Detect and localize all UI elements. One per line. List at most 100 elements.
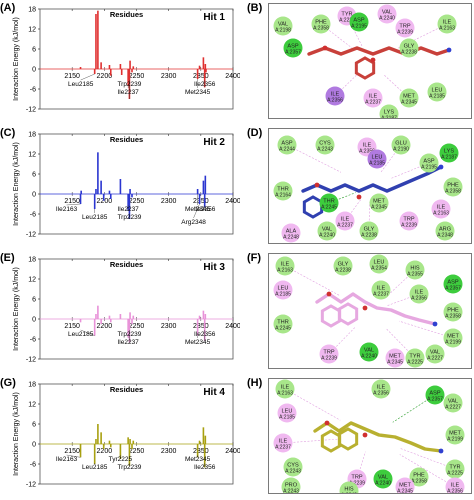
chart-title: Residues bbox=[110, 10, 143, 19]
hit-label: Hit 4 bbox=[203, 387, 225, 398]
residue-name: PHE bbox=[447, 183, 459, 189]
x-tick-label: 2300 bbox=[161, 448, 177, 455]
residue-name: MET bbox=[389, 354, 401, 360]
energy-bar bbox=[203, 319, 206, 341]
residue-id: A:2239 bbox=[349, 481, 365, 487]
energy-bar bbox=[119, 179, 122, 194]
residue-circle bbox=[273, 280, 293, 300]
x-tick-label: 2350 bbox=[193, 73, 209, 80]
residue-annotation: Met2345 bbox=[185, 339, 211, 346]
ligand-atom bbox=[356, 194, 362, 200]
residue-name: TYR bbox=[449, 465, 460, 471]
residue-id: A:2227 bbox=[427, 356, 443, 362]
residue-annotation: Ile2356 bbox=[194, 464, 216, 471]
y-tick-label: -6 bbox=[30, 462, 36, 469]
residue-id: A:2345 bbox=[401, 100, 417, 106]
residue-circle bbox=[443, 328, 463, 348]
panel-label: (E) bbox=[0, 252, 15, 264]
residue-id: A:2354 bbox=[371, 266, 387, 272]
residue-name: ILE bbox=[415, 290, 424, 296]
ligand-bonds bbox=[301, 165, 443, 193]
residue-name: GLY bbox=[338, 262, 349, 268]
energy-bar bbox=[93, 69, 96, 74]
energy-bar bbox=[108, 315, 111, 319]
energy-bar bbox=[79, 194, 82, 204]
residue-annotation: Ile2237 bbox=[117, 89, 139, 96]
ligand-ring bbox=[337, 427, 359, 451]
residue-annotation: Trp2239 bbox=[117, 464, 141, 471]
panel-label: (A) bbox=[0, 2, 16, 14]
energy-chart-hit4: 18 12 6 0 -6 -12 2150 2200 2250 2300 2350 2400 Resid… bbox=[13, 382, 240, 489]
residue-id: A:2199 bbox=[445, 340, 461, 346]
energy-bar bbox=[93, 319, 96, 336]
energy-bar bbox=[79, 444, 82, 458]
residue-id: A:2245 bbox=[321, 205, 337, 211]
energy-bar bbox=[109, 69, 112, 76]
residue-name: ILE bbox=[279, 439, 288, 445]
energy-bar bbox=[128, 194, 131, 219]
residue-name: ASP bbox=[353, 18, 364, 24]
energy-bar bbox=[97, 424, 99, 444]
energy-bar bbox=[198, 315, 201, 319]
energy-bar bbox=[100, 180, 102, 194]
residue-name: ASP bbox=[281, 141, 292, 147]
residue-name: ILE bbox=[281, 385, 290, 391]
energy-bar bbox=[204, 314, 207, 319]
residue-id: A:2356 bbox=[327, 98, 343, 104]
ligand-atom bbox=[446, 47, 452, 53]
interaction-line bbox=[286, 144, 342, 173]
residue-name: PHE bbox=[315, 20, 327, 26]
interaction-line bbox=[399, 454, 456, 488]
ligand-atom bbox=[326, 291, 332, 297]
interaction-line bbox=[282, 438, 340, 444]
residue-circle bbox=[373, 469, 393, 489]
x-tick-label: 2350 bbox=[193, 198, 209, 205]
residue-circle bbox=[273, 16, 293, 36]
panel-label: (B) bbox=[247, 2, 263, 14]
energy-bar bbox=[202, 310, 205, 319]
residue-id: A:2190 bbox=[393, 147, 409, 153]
x-tick-label: 2400 bbox=[225, 323, 240, 330]
energy-bar bbox=[129, 60, 131, 69]
residue-id: A:2356 bbox=[373, 391, 389, 397]
energy-bar bbox=[196, 69, 199, 79]
hit-label: Hit 2 bbox=[203, 137, 225, 148]
residue-circle bbox=[333, 256, 353, 276]
residue-name: LEU bbox=[432, 88, 443, 94]
residue-circle bbox=[349, 12, 369, 32]
x-tick-label: 2200 bbox=[97, 323, 113, 330]
energy-bar bbox=[127, 69, 129, 86]
residue-id: A:2244 bbox=[279, 147, 295, 153]
residue-circle bbox=[359, 342, 379, 362]
residue-name: MET bbox=[449, 431, 461, 437]
hit-label: Hit 1 bbox=[203, 12, 225, 23]
residue-id: A:2238 bbox=[335, 268, 351, 274]
energy-bar bbox=[97, 152, 99, 194]
residue-annotation: Leu2185 bbox=[68, 331, 94, 338]
energy-bar bbox=[95, 314, 97, 319]
energy-bar bbox=[109, 319, 112, 323]
residue-id: A:2185 bbox=[275, 292, 291, 298]
energy-bar bbox=[132, 315, 135, 319]
residue-annotation: Ile2163 bbox=[56, 206, 78, 213]
ligand-bonds bbox=[313, 421, 443, 453]
y-tick-label: -12 bbox=[26, 232, 36, 239]
y-axis-label: Interaction Energy (kJ/mol) bbox=[13, 267, 20, 351]
residue-name: ILE bbox=[341, 217, 350, 223]
annotation-leader bbox=[66, 454, 81, 458]
